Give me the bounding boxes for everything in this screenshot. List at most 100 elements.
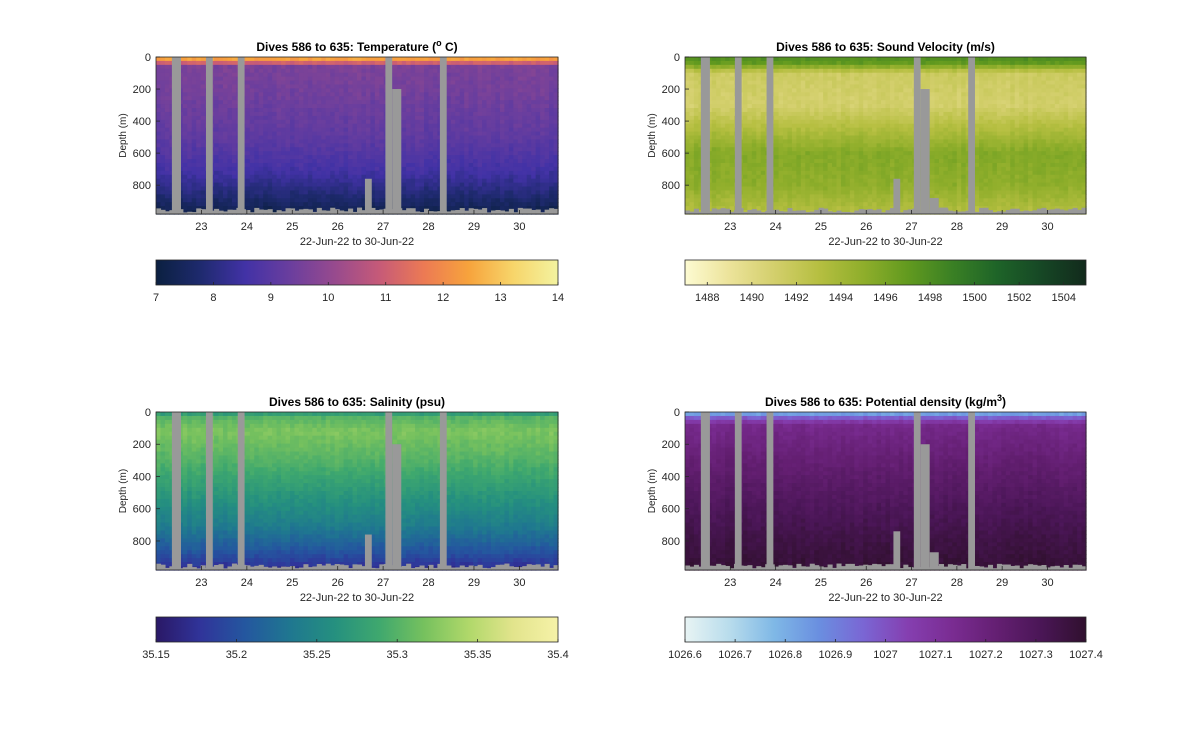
heatmap-cell xyxy=(379,80,385,86)
heatmap-cell xyxy=(693,108,699,113)
heatmap-cell xyxy=(316,202,322,207)
heatmap-cell xyxy=(294,72,300,78)
heatmap-cell xyxy=(535,68,541,74)
heatmap-cell xyxy=(685,96,691,101)
heatmap-cell xyxy=(325,108,331,113)
heatmap-cell xyxy=(424,96,430,101)
heatmap-cell xyxy=(339,143,345,148)
heatmap-cell xyxy=(339,84,345,89)
heatmap-cell xyxy=(760,198,766,203)
heatmap-cell xyxy=(491,76,497,82)
heatmap-cell xyxy=(330,151,336,156)
heatmap-cell xyxy=(196,174,202,180)
heatmap-cell xyxy=(455,139,461,144)
heatmap-cell xyxy=(321,131,327,137)
heatmap-cell xyxy=(352,72,358,78)
heatmap-cell xyxy=(401,190,407,195)
heatmap-cell xyxy=(374,80,380,86)
heatmap-cell xyxy=(182,88,188,93)
heatmap-cell xyxy=(339,162,345,168)
heatmap-cell xyxy=(459,190,465,195)
heatmap-cell xyxy=(294,147,300,152)
heatmap-cell xyxy=(522,174,528,180)
heatmap-cell xyxy=(415,178,421,184)
heatmap-cell xyxy=(307,159,313,164)
heatmap-cell xyxy=(549,64,555,70)
heatmap-cell xyxy=(401,162,407,168)
heatmap-cell xyxy=(805,111,811,117)
heatmap-cell xyxy=(783,76,789,82)
heatmap-cell xyxy=(415,123,421,129)
heatmap-cell xyxy=(774,57,780,62)
heatmap-cell xyxy=(549,96,555,101)
heatmap-cell xyxy=(231,182,237,188)
heatmap-cell xyxy=(455,155,461,160)
heatmap-cell xyxy=(432,159,438,164)
heatmap-cell xyxy=(276,127,282,133)
heatmap-cell xyxy=(196,162,202,168)
heatmap-cell xyxy=(164,151,170,156)
heatmap-cell xyxy=(531,92,537,97)
heatmap-cell xyxy=(517,104,523,109)
heatmap-cell xyxy=(160,170,166,176)
heatmap-cell xyxy=(499,123,505,129)
heatmap-cell xyxy=(760,155,766,160)
heatmap-cell xyxy=(294,166,300,172)
heatmap-cell xyxy=(227,127,233,133)
heatmap-cell xyxy=(747,76,753,82)
heatmap-cell xyxy=(725,147,731,152)
heatmap-cell xyxy=(410,84,416,89)
heatmap-cell xyxy=(711,115,717,121)
heatmap-cell xyxy=(187,88,193,93)
heatmap-cell xyxy=(290,178,296,184)
heatmap-cell xyxy=(464,135,470,141)
heatmap-cell xyxy=(303,155,309,160)
heatmap-cell xyxy=(791,186,797,192)
heatmap-cell xyxy=(294,119,300,125)
heatmap-cell xyxy=(535,159,541,164)
heatmap-cell xyxy=(725,96,731,101)
heatmap-cell xyxy=(791,159,797,164)
heatmap-cell xyxy=(191,88,197,93)
heatmap-cell xyxy=(218,60,224,66)
heatmap-cell xyxy=(491,178,497,184)
heatmap-cell xyxy=(473,76,479,82)
heatmap-cell xyxy=(729,155,735,160)
heatmap-cell xyxy=(729,190,735,195)
heatmap-cell xyxy=(751,57,757,62)
heatmap-cell xyxy=(254,76,260,82)
heatmap-cell xyxy=(526,84,532,89)
heatmap-cell xyxy=(276,100,282,105)
heatmap-cell xyxy=(321,155,327,160)
heatmap-cell xyxy=(214,190,220,195)
heatmap-cell xyxy=(285,170,291,176)
heatmap-cell xyxy=(303,194,309,199)
heatmap-cell xyxy=(513,80,519,86)
heatmap-cell xyxy=(818,190,824,195)
heatmap-cell xyxy=(796,135,802,141)
heatmap-cell xyxy=(285,100,291,105)
heatmap-cell xyxy=(760,57,766,62)
heatmap-cell xyxy=(729,100,735,105)
heatmap-cell xyxy=(778,64,784,70)
heatmap-cell xyxy=(374,57,380,62)
heatmap-cell xyxy=(303,96,309,101)
heatmap-cell xyxy=(491,151,497,156)
heatmap-cell xyxy=(303,178,309,184)
heatmap-cell xyxy=(742,170,748,176)
heatmap-cell xyxy=(693,182,699,188)
heatmap-cell xyxy=(272,123,278,129)
heatmap-cell xyxy=(191,111,197,117)
heatmap-cell xyxy=(495,190,501,195)
heatmap-cell xyxy=(818,96,824,101)
heatmap-cell xyxy=(272,100,278,105)
heatmap-cell xyxy=(774,155,780,160)
no-data-floor xyxy=(517,207,523,214)
heatmap-cell xyxy=(325,72,331,78)
heatmap-cell xyxy=(531,135,537,141)
heatmap-cell xyxy=(419,174,425,180)
heatmap-cell xyxy=(156,131,162,137)
heatmap-cell xyxy=(513,92,519,97)
heatmap-cell xyxy=(549,159,555,164)
heatmap-cell xyxy=(751,115,757,121)
